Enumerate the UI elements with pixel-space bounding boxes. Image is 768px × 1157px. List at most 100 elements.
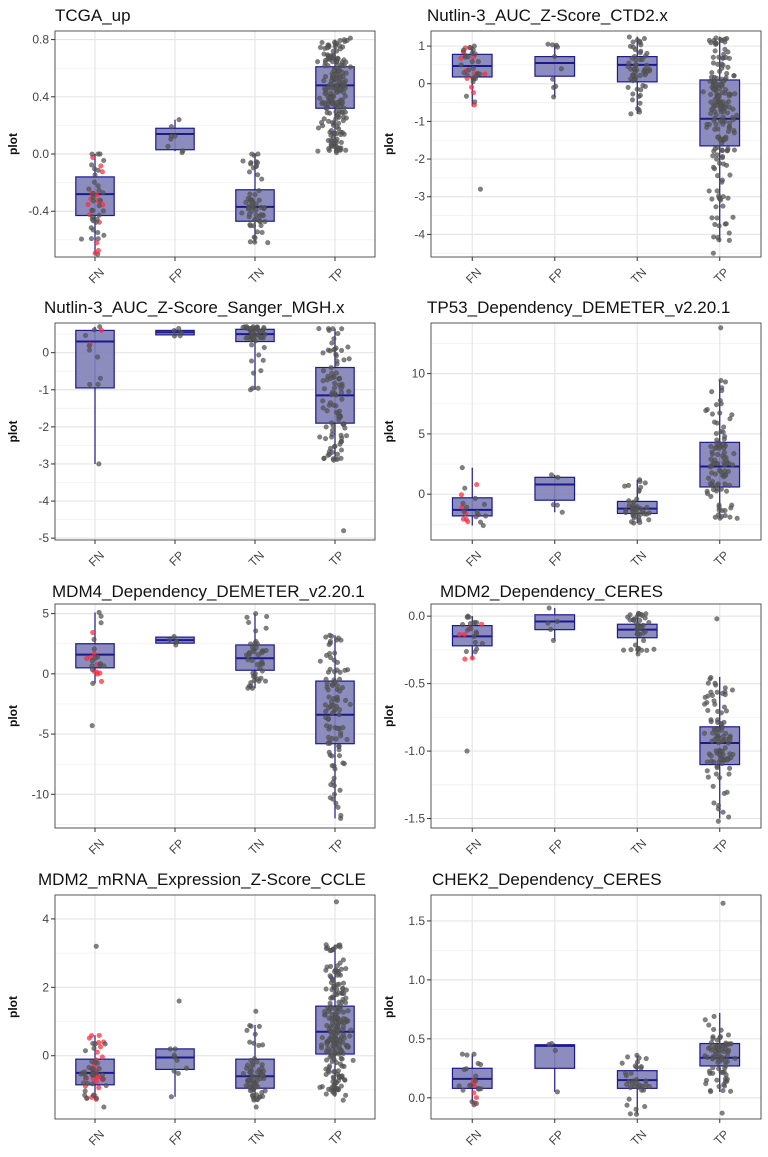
data-point	[331, 457, 337, 463]
chart-title: Nutlin-3_AUC_Z-Score_Sanger_MGH.x	[44, 298, 345, 317]
data-point	[340, 957, 346, 963]
data-point	[240, 1071, 247, 1077]
panel-border	[430, 894, 762, 1120]
data-point	[651, 646, 657, 652]
data-point	[323, 634, 329, 640]
data-point	[246, 211, 253, 217]
data-point	[258, 334, 265, 340]
data-point	[340, 118, 346, 124]
data-point	[250, 1092, 256, 1098]
data-point	[628, 647, 634, 653]
data-point	[711, 1013, 717, 1020]
x-tick-label: TP	[711, 265, 732, 286]
y-tick-label: 1.5	[408, 914, 425, 928]
data-point	[637, 617, 643, 624]
data-point	[644, 62, 650, 68]
data-point	[721, 424, 727, 430]
data-point	[240, 158, 246, 164]
data-point	[714, 215, 720, 221]
data-point	[95, 151, 101, 157]
data-point	[726, 482, 733, 489]
data-point	[708, 717, 714, 723]
data-point	[248, 342, 255, 348]
data-point	[89, 1081, 96, 1087]
data-point	[333, 370, 340, 376]
data-point	[261, 324, 267, 331]
data-point	[78, 236, 85, 242]
data-point	[627, 1084, 634, 1091]
data-point	[637, 478, 643, 485]
data-point	[329, 735, 335, 742]
x-tick-label: FP	[166, 265, 187, 286]
data-point	[463, 1066, 469, 1072]
data-point	[341, 37, 347, 43]
data-point	[704, 1054, 710, 1060]
box	[534, 56, 576, 77]
data-point	[336, 743, 342, 749]
data-point-highlight	[98, 678, 105, 685]
data-point	[329, 340, 335, 346]
data-point	[546, 605, 552, 611]
data-point	[626, 498, 632, 504]
data-point	[176, 325, 182, 332]
data-point-highlight	[458, 55, 464, 61]
data-point	[326, 749, 332, 755]
data-point	[732, 91, 738, 97]
data-point	[324, 408, 330, 414]
data-point	[175, 1070, 181, 1076]
data-point	[329, 710, 336, 716]
data-point-highlight	[98, 327, 104, 333]
data-point	[330, 134, 337, 140]
data-point	[336, 43, 343, 49]
data-point	[710, 153, 716, 159]
data-point-highlight	[89, 1033, 95, 1039]
data-point	[464, 748, 470, 754]
x-tick-label: TP	[711, 548, 732, 569]
data-point	[255, 385, 261, 391]
data-point	[718, 721, 724, 727]
data-point	[644, 50, 650, 57]
data-point	[168, 1094, 174, 1100]
data-point	[724, 757, 730, 763]
data-point	[173, 639, 180, 645]
data-point	[322, 74, 329, 80]
data-point	[250, 199, 256, 205]
data-point	[725, 49, 731, 55]
data-point	[176, 998, 182, 1004]
y-tick-label: -1	[38, 383, 49, 397]
data-point	[473, 1073, 479, 1079]
data-point	[637, 72, 643, 79]
x-tick-label: TN	[246, 548, 267, 569]
data-point	[702, 1017, 708, 1023]
data-point	[249, 151, 255, 157]
data-point	[622, 483, 628, 489]
data-point	[246, 619, 252, 626]
data-point	[319, 39, 325, 46]
data-point	[720, 62, 726, 68]
data-point	[726, 125, 732, 131]
data-point	[331, 1069, 337, 1075]
data-point	[714, 188, 720, 194]
data-point	[333, 143, 340, 150]
data-point	[716, 441, 722, 448]
data-point-highlight	[98, 163, 104, 169]
data-point	[326, 145, 332, 152]
data-point	[323, 424, 329, 430]
data-point	[551, 53, 558, 59]
data-point	[90, 1071, 96, 1077]
data-point	[337, 787, 343, 793]
data-point	[643, 1082, 649, 1088]
data-point	[639, 56, 646, 63]
data-point	[171, 1052, 177, 1058]
data-point	[723, 708, 730, 714]
data-point	[638, 87, 644, 93]
data-point	[710, 105, 716, 111]
data-point	[643, 1056, 649, 1062]
data-point	[244, 1062, 251, 1068]
data-point	[720, 690, 726, 697]
data-point	[710, 1035, 716, 1042]
data-point	[323, 1071, 329, 1078]
data-point-highlight	[474, 481, 480, 488]
data-point	[337, 676, 343, 682]
